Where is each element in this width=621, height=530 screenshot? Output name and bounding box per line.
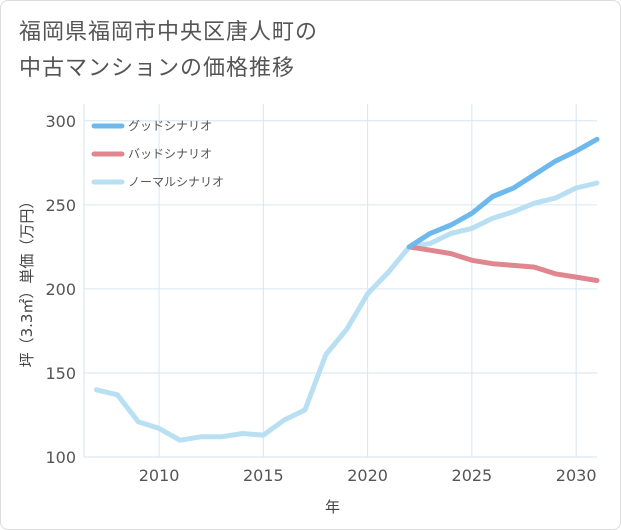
y-tick-label: 150 <box>45 364 76 383</box>
legend-label-normal: ノーマルシナリオ <box>128 175 224 189</box>
x-tick-label: 2025 <box>452 466 493 485</box>
series-line-good <box>406 136 600 250</box>
y-tick-label: 250 <box>45 196 76 215</box>
x-tick-label: 2015 <box>243 466 284 485</box>
tick-labels: 100 150 200 250 300 2010 2015 2020 2025 2030 <box>45 112 596 485</box>
series-lines <box>94 136 600 443</box>
x-axis-title: 年 <box>325 498 340 516</box>
y-tick-label: 300 <box>45 112 76 131</box>
x-tick-label: 2020 <box>347 466 388 485</box>
grid-lines <box>83 104 597 458</box>
y-tick-label: 100 <box>45 448 76 467</box>
chart-title-line-2: 中古マンションの価格推移 <box>19 56 296 81</box>
series-line-bad <box>406 244 600 283</box>
chart-title: 福岡県福岡市中央区唐人町の 中古マンションの価格推移 <box>19 15 579 87</box>
y-tick-label: 200 <box>45 280 76 299</box>
x-tick-label: 2030 <box>556 466 597 485</box>
legend-label-bad: バッドシナリオ <box>128 147 212 161</box>
y-axis-title: 坪（3.3㎡）単価（万円） <box>18 194 36 368</box>
x-tick-label: 2010 <box>139 466 180 485</box>
series-line-normal <box>94 180 600 443</box>
legend-label-good: グッドシナリオ <box>128 119 212 133</box>
chart-title-line-1: 福岡県福岡市中央区唐人町の <box>19 20 319 45</box>
